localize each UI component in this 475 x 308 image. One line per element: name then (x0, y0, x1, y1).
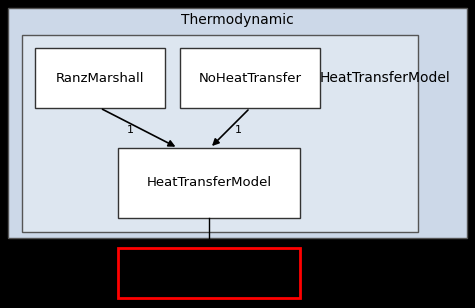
Bar (35, 48, 165, 108)
Text: 1: 1 (126, 125, 133, 135)
Text: NoHeatTransfer: NoHeatTransfer (199, 71, 302, 84)
Text: RanzMarshall: RanzMarshall (56, 71, 144, 84)
Bar (180, 48, 320, 108)
Bar (118, 148, 300, 218)
Bar (118, 248, 300, 298)
Text: 1: 1 (235, 125, 241, 135)
Text: Thermodynamic: Thermodynamic (180, 13, 294, 27)
Bar (22, 35, 418, 232)
Text: HeatTransferModel: HeatTransferModel (146, 176, 272, 189)
Bar (8, 8, 467, 238)
Text: HeatTransferModel: HeatTransferModel (320, 71, 450, 85)
